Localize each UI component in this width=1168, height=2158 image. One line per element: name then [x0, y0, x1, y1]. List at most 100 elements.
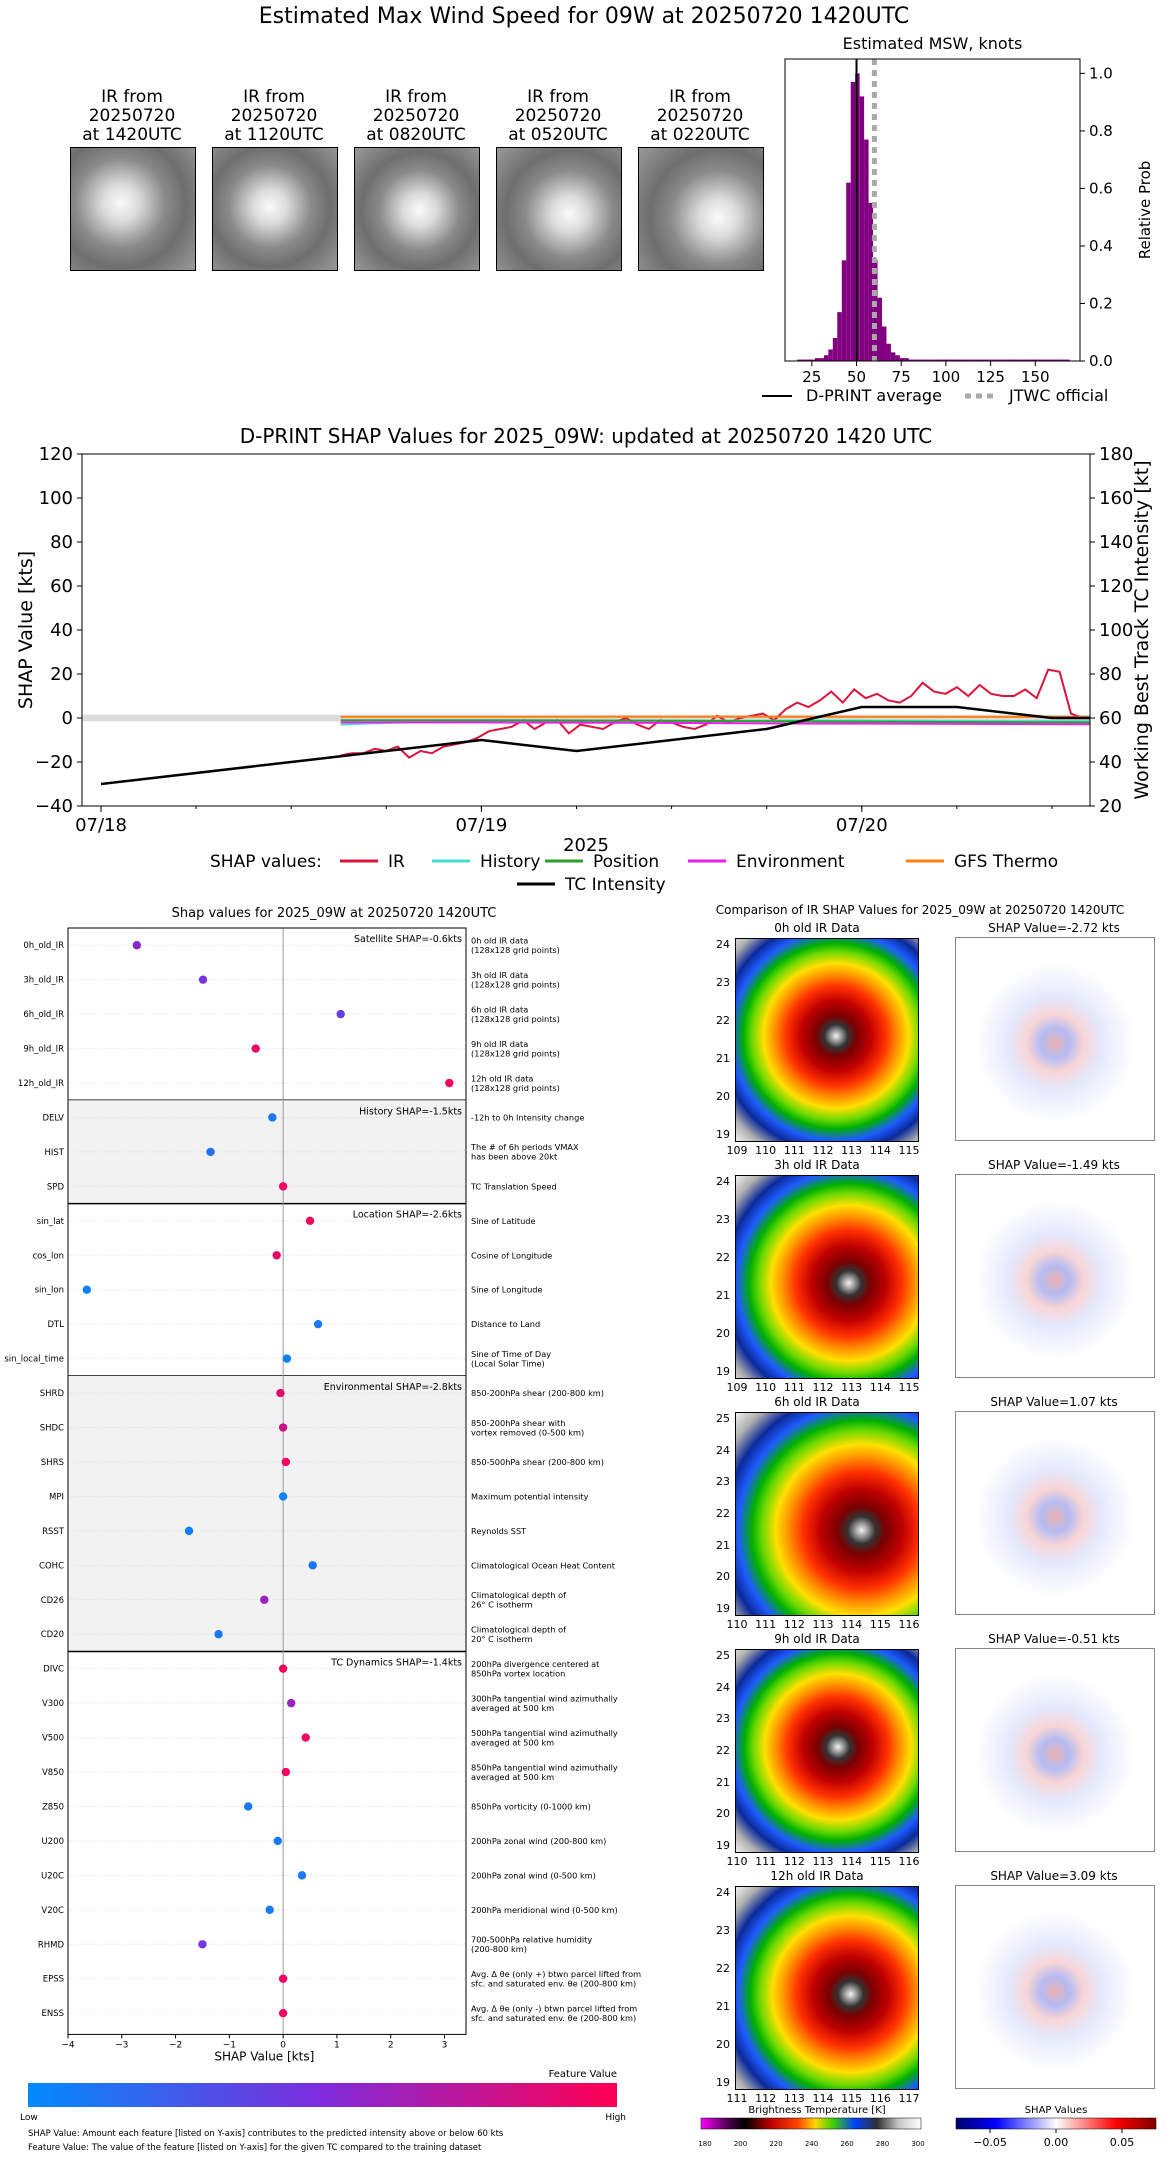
right-tick-label: 120 — [1099, 576, 1133, 597]
feature-description: 200hPa zonal wind (0-500 km) — [471, 1870, 596, 1880]
histogram-bar — [904, 358, 909, 361]
sv-colorbar-title: SHAP Values — [1025, 2105, 1088, 2116]
ir-lat-tick: 20 — [716, 1570, 730, 1584]
shap-heatmap-image — [955, 1174, 1155, 1378]
feature-description: 200hPa zonal wind (200-800 km) — [471, 1836, 606, 1846]
histogram-bar — [993, 359, 999, 361]
bt-tick-label: 260 — [840, 2140, 853, 2148]
feature-description: (200-800 km) — [471, 1944, 527, 1954]
y-tick-label: 1.0 — [1089, 64, 1113, 82]
feature-description: (128x128 grid points) — [471, 1014, 560, 1024]
histogram-bar — [886, 343, 891, 361]
x-tick-label: −1 — [223, 2040, 236, 2050]
footnote-feature: Feature Value: The value of the feature … — [28, 2143, 482, 2153]
ir-lat-tick: 24 — [716, 938, 730, 951]
ir-lat-tick: 23 — [716, 1475, 730, 1489]
ir-data-title: 9h old IR Data — [774, 1632, 860, 1646]
x-tick-label: 07/19 — [455, 815, 507, 836]
x-axis-label: SHAP Value [kts] — [214, 2049, 314, 2063]
ir-lat-tick: 19 — [716, 1365, 730, 1378]
feature-description: vortex removed (0-500 km) — [471, 1427, 584, 1437]
histogram-bar — [864, 139, 869, 361]
timeseries-frame — [81, 453, 1091, 807]
satellite-ir-image — [70, 147, 196, 271]
histogram-bar — [998, 359, 1003, 361]
legend-prefix: SHAP values: — [210, 852, 322, 872]
feature-dot — [278, 1664, 288, 1673]
ir-lat-tick: 21 — [716, 1052, 730, 1065]
feature-dot — [272, 1251, 281, 1260]
feature-description: Avg. Δ θe (only +) btwn parcel lifted fr… — [471, 1969, 641, 1979]
feature-dot — [260, 1595, 269, 1604]
shap-value-title: SHAP Value=-1.49 kts — [988, 1158, 1120, 1172]
feature-description: 500hPa tangential wind azimuthally — [471, 1728, 618, 1738]
y-tick-label: 0.6 — [1089, 179, 1113, 197]
right-tick-label: 100 — [1099, 620, 1133, 641]
histogram-bar — [957, 359, 963, 361]
feature-description: 20° C isotherm — [471, 1634, 533, 1644]
bt-tick-label: 220 — [769, 2140, 782, 2148]
ir-lon-tick: 113 — [783, 2092, 805, 2105]
shap-value-title: SHAP Value=-0.51 kts — [988, 1632, 1120, 1646]
feature-name: SHDC — [40, 1424, 64, 1434]
feature-name: V500 — [42, 1734, 64, 1744]
legend-label: TC Intensity — [564, 875, 666, 895]
ir-lat-tick: 22 — [716, 1744, 730, 1757]
x-tick-label: 07/18 — [75, 815, 127, 836]
histogram-bar — [953, 359, 958, 361]
feature-name: DIVC — [43, 1665, 64, 1675]
ir-data-title: 6h old IR Data — [774, 1395, 860, 1409]
feature-name: U20C — [41, 1871, 64, 1881]
feature-description: Climatological Ocean Heat Content — [471, 1560, 616, 1570]
feature-name: DTL — [48, 1320, 65, 1330]
ir-lat-tick: 20 — [716, 2038, 730, 2051]
histogram-bar — [814, 358, 820, 361]
ir-lon-tick: 115 — [869, 1855, 891, 1868]
histogram-frame — [784, 58, 1081, 362]
ir-lon-tick: 111 — [783, 1381, 805, 1394]
feature-description: (128x128 grid points) — [471, 979, 560, 989]
main-title: Estimated Max Wind Speed for 09W at 2025… — [258, 4, 910, 29]
histogram-bar — [908, 359, 914, 361]
right-axis-label: Working Best Track TC Intensity [kt] — [1131, 460, 1153, 799]
feature-description: 200hPa meridional wind (0-500 km) — [471, 1905, 618, 1915]
feature-name: sin_local_time — [4, 1355, 64, 1365]
feature-name: EPSS — [43, 1975, 64, 1985]
ir-compare-title: Comparison of IR SHAP Values for 2025_09… — [715, 903, 1125, 917]
ir-lon-tick: 110 — [726, 1618, 748, 1631]
group-label: Location SHAP=-2.6kts — [353, 1210, 462, 1221]
histogram-bar — [810, 359, 815, 361]
feature-dot — [198, 1940, 207, 1949]
left-tick-label: 100 — [39, 488, 73, 509]
feature-dot — [278, 2008, 288, 2018]
ir-lon-tick: 117 — [898, 2092, 920, 2105]
feature-dot — [265, 1905, 274, 1915]
bt-tick-label: 200 — [734, 2140, 747, 2148]
histogram-bar — [926, 359, 932, 361]
satellite-ir-image — [638, 147, 764, 271]
ir-colorbars: Brightness Temperature [K] 180 200 220 240 26… — [698, 2105, 1157, 2149]
feature-name: RHMD — [38, 1940, 65, 1950]
satellite-label: IR from 20250720 at 1120UTC — [224, 87, 324, 145]
ir-lon-tick: 114 — [841, 1855, 863, 1868]
feature-name: ENSS — [41, 2009, 64, 2019]
legend-label: History — [480, 852, 540, 872]
feature-dot — [313, 1319, 323, 1329]
y-tick-label: 0.2 — [1089, 294, 1113, 312]
ir-lon-tick: 114 — [869, 1144, 891, 1157]
feature-description: 12h old IR data — [471, 1073, 533, 1083]
feature-description: Climatological depth of — [471, 1590, 567, 1600]
ir-lat-tick: 23 — [716, 1213, 730, 1226]
feature-dot — [278, 1182, 288, 1191]
bt-colorbar — [700, 2117, 922, 2130]
y-axis-label: Relative Prob — [1136, 161, 1154, 260]
satellite-label: IR from 20250720 at 0820UTC — [366, 87, 466, 145]
x-tick-label: 1 — [334, 2040, 340, 2050]
feature-name: 12h_old_IR — [18, 1079, 64, 1089]
x-tick-label: 07/20 — [836, 815, 888, 836]
feature-description: 850hPa vorticity (0-1000 km) — [471, 1801, 591, 1811]
histogram-bar — [944, 359, 950, 361]
right-tick-label: 180 — [1099, 444, 1133, 465]
feature-description: Reynolds SST — [471, 1526, 527, 1536]
x-tick-label: 2 — [388, 2040, 394, 2050]
